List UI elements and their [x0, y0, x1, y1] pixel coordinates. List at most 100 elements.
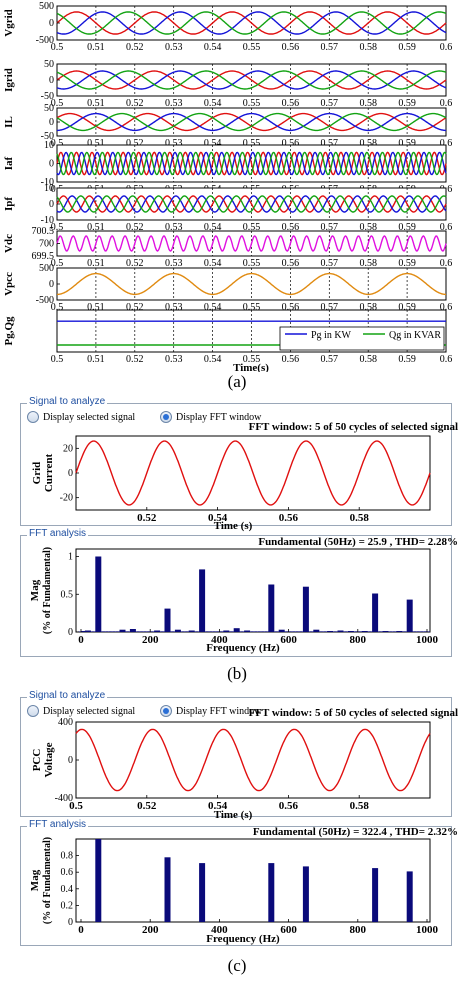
- bar-850hz: [372, 868, 379, 922]
- x-tick-label: 0.53: [165, 354, 183, 365]
- x-tick-label: 0.59: [398, 98, 416, 109]
- x-tick-label: 0.5: [51, 302, 64, 313]
- time-y-tick: -20: [60, 493, 73, 504]
- fft-window-title: FFT window: 5 of 50 cycles of selected s…: [249, 421, 458, 433]
- plot-y-tick: 699.5: [32, 251, 55, 262]
- y-axis-label: Vdc: [3, 234, 15, 253]
- radio-label: Display selected signal: [43, 411, 136, 423]
- x-tick-label: 0.59: [398, 222, 416, 233]
- bar-80hz: [105, 631, 112, 632]
- bar-820hz: [361, 631, 368, 632]
- groupbox-title: FFT analysis: [27, 528, 89, 539]
- fft-y-tick: 1: [68, 552, 73, 563]
- x-tick-label: 0: [78, 924, 84, 936]
- x-tick-label: 0.58: [350, 512, 370, 524]
- bar-160hz: [133, 631, 140, 632]
- legend-label-pg: Pg in KW: [311, 330, 352, 341]
- bar-210hz: [150, 631, 157, 632]
- bar-150hz: [129, 629, 136, 632]
- x-tick-label: 0.6: [440, 98, 453, 109]
- bar-650hz: [302, 586, 309, 632]
- caption-b: (b): [227, 664, 247, 683]
- bar-980hz: [417, 631, 424, 632]
- radio-checked-icon[interactable]: [160, 411, 172, 423]
- bar-270hz: [171, 631, 178, 632]
- series-phase-b: [56, 195, 447, 213]
- bar-670hz: [309, 631, 316, 632]
- bar-410hz: [219, 631, 226, 632]
- bar-260hz: [168, 631, 174, 632]
- x-tick-label: 0.55: [243, 302, 261, 313]
- fft-title: Fundamental (50Hz) = 25.9 , THD= 2.28%: [258, 536, 458, 548]
- bar-990hz: [420, 631, 427, 632]
- x-tick-label: 0.52: [137, 800, 157, 812]
- radio-icon[interactable]: [27, 705, 39, 717]
- radio-fft-window-c[interactable]: Display FFT window: [160, 705, 261, 717]
- x-tick-label: 0.54: [208, 800, 228, 812]
- x-tick-label: 0.52: [126, 42, 144, 53]
- bar-960hz: [410, 631, 417, 632]
- bar-740hz: [334, 631, 340, 632]
- radio-selected-signal-c[interactable]: Display selected signal: [27, 705, 135, 717]
- bar-950hz: [406, 871, 413, 922]
- y-axis-label: Vgrid: [3, 9, 15, 37]
- x-tick-label: 0.51: [87, 222, 105, 233]
- bar-770hz: [344, 631, 351, 632]
- plot-y-tick: -500: [36, 295, 54, 306]
- x-tick-label: 0.51: [87, 42, 105, 53]
- x-tick-label: 0.58: [359, 302, 377, 313]
- bar-860hz: [375, 631, 382, 632]
- bar-750hz: [337, 630, 344, 632]
- bar-140hz: [126, 631, 133, 632]
- bar-900hz: [389, 631, 396, 632]
- x-tick-label: 0.59: [398, 42, 416, 53]
- bar-230hz: [157, 631, 164, 632]
- bar-720hz: [327, 631, 334, 632]
- radio-icon[interactable]: [27, 411, 39, 423]
- bar-830hz: [365, 631, 372, 632]
- bar-10hz: [81, 631, 88, 632]
- x-tick-label: 0.52: [126, 98, 144, 109]
- series-phase-a: [56, 195, 447, 213]
- x-tick-label: 0.56: [282, 258, 300, 269]
- radio-selected-signal-b[interactable]: Display selected signal: [27, 411, 135, 423]
- time-y-tick: 0: [68, 468, 73, 479]
- plot-y-tick: 50: [44, 59, 54, 70]
- bar-170hz: [136, 631, 143, 632]
- x-tick-label: 0.6: [440, 42, 453, 53]
- plot-igrid: Igrid 50 0 -500.5 0.51 0.52 0.53 0.54 0.55 0.56 0.…: [3, 59, 452, 109]
- fft-y-tick: 0.8: [61, 851, 74, 862]
- x-tick-label: 0.57: [321, 354, 339, 365]
- plot-il: IL 50 0 -500.5 0.51 0.52 0.53 0.54 0.55 0.56 0.57 0…: [3, 103, 452, 149]
- bar-700hz: [320, 631, 327, 632]
- radio-checked-icon[interactable]: [160, 705, 172, 717]
- x-tick-label: 0.59: [398, 354, 416, 365]
- x-tick-label: 0.57: [321, 258, 339, 269]
- time-y-tick: 20: [63, 443, 73, 454]
- radio-fft-window-b[interactable]: Display FFT window: [160, 411, 261, 423]
- x-tick-label: 0.57: [321, 222, 339, 233]
- plot-ipf: Ipf 10 0 -100.5 0.51 0.52 0.53 0.54 0.55 0.56 0.57…: [3, 183, 452, 233]
- radio-label: Display FFT window: [176, 411, 262, 423]
- bar-930hz: [399, 631, 406, 632]
- bar-440hz: [230, 631, 237, 632]
- y-axis-label: Current: [43, 454, 55, 493]
- plot-iaf: Iaf 10 0 -10 0.5 0.51 0.52 0.53 0.54 0.55 0.56 0.57…: [3, 140, 452, 195]
- bar-590hz: [282, 631, 289, 632]
- bar-910hz: [392, 631, 399, 632]
- fft-y-tick: 0: [68, 917, 73, 928]
- x-tick-label: 0.5: [51, 98, 64, 109]
- y-axis-label: Pg,Qg: [3, 316, 15, 346]
- x-tick-label: 0.51: [87, 138, 105, 149]
- bar-120hz: [119, 629, 126, 632]
- plot-y-tick: 50: [44, 103, 54, 114]
- series-phase-a: [56, 11, 447, 35]
- x-tick-label: 0.53: [165, 302, 183, 313]
- series-dc-link: [56, 235, 447, 252]
- bar-330hz: [192, 631, 199, 632]
- x-tick-label: 0.55: [243, 222, 261, 233]
- y-axis-label: IL: [3, 116, 15, 128]
